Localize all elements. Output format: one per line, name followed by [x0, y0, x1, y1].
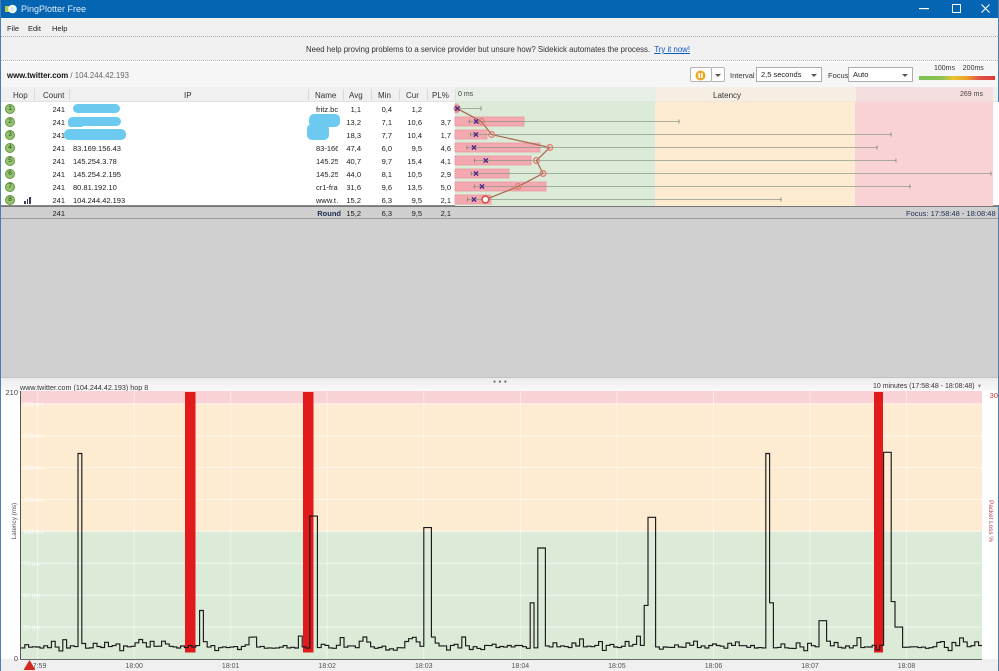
svg-text:Packet Loss %: Packet Loss %: [987, 500, 994, 542]
svg-text:200 ms: 200 ms: [23, 401, 44, 408]
svg-text:18:02: 18:02: [318, 663, 336, 670]
svg-text:25 ms: 25 ms: [23, 625, 40, 632]
svg-text:18:07: 18:07: [801, 663, 819, 670]
svg-text:175 ms: 175 ms: [23, 433, 44, 440]
svg-text:0: 0: [14, 654, 18, 663]
svg-text:17:59: 17:59: [29, 663, 47, 670]
svg-text:Latency (ms): Latency (ms): [11, 503, 18, 539]
svg-text:18:03: 18:03: [415, 663, 433, 670]
svg-text:30: 30: [990, 391, 998, 400]
svg-text:18:00: 18:00: [125, 663, 143, 670]
svg-text:18:01: 18:01: [222, 663, 240, 670]
svg-text:75 ms: 75 ms: [23, 561, 40, 568]
svg-text:18:05: 18:05: [608, 663, 626, 670]
svg-text:18:04: 18:04: [512, 663, 530, 670]
svg-text:50 ms: 50 ms: [23, 593, 40, 600]
svg-text:18:06: 18:06: [705, 663, 723, 670]
svg-text:210: 210: [5, 388, 18, 397]
svg-text:100 ms: 100 ms: [23, 529, 44, 536]
svg-text:150 ms: 150 ms: [23, 465, 44, 472]
svg-text:125 ms: 125 ms: [23, 497, 44, 504]
svg-text:18:08: 18:08: [898, 663, 916, 670]
